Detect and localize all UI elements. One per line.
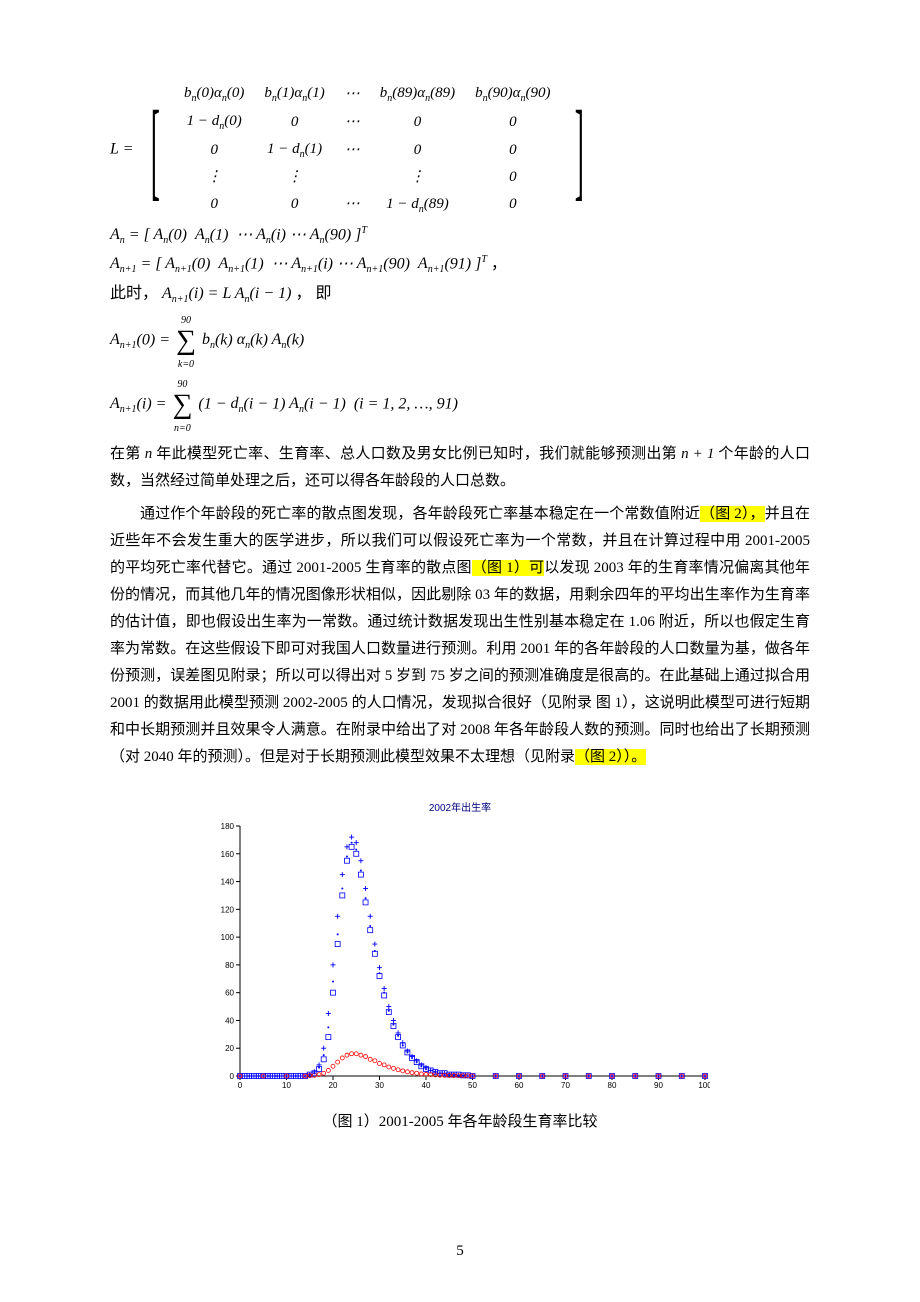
eq-An1: An+1 = [ An+1(0) An+1(1) ⋯ An+1(i) ⋯ An+… — [110, 252, 810, 278]
highlight-fig2a: （图 2）， — [700, 506, 765, 522]
svg-text:80: 80 — [608, 1081, 617, 1090]
chart-caption: （图 1）2001-2005 年各年龄段生育率比较 — [210, 1111, 710, 1134]
svg-text:60: 60 — [515, 1081, 524, 1090]
svg-text:70: 70 — [561, 1081, 570, 1090]
svg-text:60: 60 — [225, 988, 234, 997]
svg-text:30: 30 — [375, 1081, 384, 1090]
svg-text:40: 40 — [422, 1081, 431, 1090]
svg-text:20: 20 — [225, 1044, 234, 1053]
eq-sum2: An+1(i) = 90∑n=0 (1 − dn(i − 1) An(i − 1… — [110, 375, 810, 435]
fertility-chart: 2002年出生率 0 10 20 30 40 50 60 70 80 90 100 0 20 40 60 80… — [210, 801, 710, 1134]
svg-text:140: 140 — [221, 877, 235, 886]
svg-text:10: 10 — [282, 1081, 291, 1090]
svg-text:120: 120 — [221, 905, 235, 914]
svg-text:40: 40 — [225, 1016, 234, 1025]
eq-sum1: An+1(0) = 90∑k=0 bn(k) αn(k) An(k) — [110, 311, 810, 371]
paragraph-2: 通过作个年龄段的死亡率的散点图发现，各年龄段死亡率基本稳定在一个常数值附近（图 … — [110, 501, 810, 771]
svg-text:80: 80 — [225, 961, 234, 970]
eq-cishi: 此时， An+1(i) = L An(i − 1) ， 即 — [110, 282, 810, 307]
page: L = [ bn(0)αn(0)bn(1)αn(1)⋯bn(89)αn(89)b… — [0, 0, 920, 1302]
svg-text:90: 90 — [654, 1081, 663, 1090]
svg-text:0: 0 — [230, 1072, 235, 1081]
highlight-fig1: （图 1）可 — [472, 560, 544, 576]
eq-An: An = [ An(0) An(1) ⋯ An(i) ⋯ An(90) ]T — [110, 223, 810, 249]
paragraph-1: 在第 n 年此模型死亡率、生育率、总人口数及男女比例已知时，我们就能够预测出第 … — [110, 441, 810, 495]
svg-text:100: 100 — [698, 1081, 710, 1090]
svg-text:100: 100 — [221, 933, 235, 942]
svg-text:160: 160 — [221, 849, 235, 858]
page-number: 5 — [0, 1240, 920, 1263]
svg-text:20: 20 — [329, 1081, 338, 1090]
svg-text:180: 180 — [221, 822, 235, 831]
eq-L-matrix: L = [ bn(0)αn(0)bn(1)αn(1)⋯bn(89)αn(89)b… — [110, 80, 810, 219]
svg-text:50: 50 — [468, 1081, 477, 1090]
cishi-post: ， 即 — [295, 285, 331, 302]
highlight-fig2b: （图 2））。 — [575, 749, 646, 765]
svg-text:0: 0 — [238, 1081, 243, 1090]
chart-svg: 0 10 20 30 40 50 60 70 80 90 100 0 20 40 60 80 100 120 140… — [210, 816, 710, 1096]
cishi-pre: 此时， — [110, 285, 158, 302]
chart-title: 2002年出生率 — [210, 801, 710, 816]
